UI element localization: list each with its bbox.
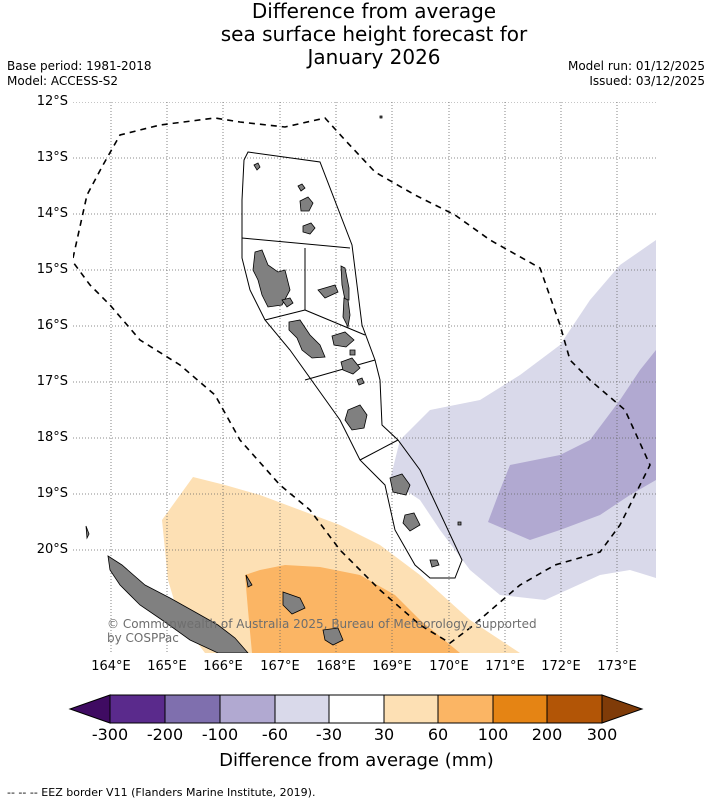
epi: [340, 357, 361, 375]
map-title: Difference from average sea surface heig…: [0, 0, 713, 69]
ambrym: [331, 331, 355, 348]
eez-border: [73, 117, 651, 644]
colorbar-tick: 300: [586, 725, 618, 744]
belep-islands: [85, 525, 90, 540]
colorbar-swatch: [492, 694, 548, 724]
colorbar-arrow-high: [601, 694, 644, 724]
pentecost: [342, 297, 351, 329]
lon-label: 173°E: [597, 659, 637, 674]
new-caledonia: [107, 555, 249, 653]
colorbar-tick: 30: [373, 725, 395, 744]
lon-label: 170°E: [429, 659, 469, 674]
colorbar-tick: 60: [427, 725, 449, 744]
loyalty-lifou: [282, 591, 306, 615]
espiritu-santo: [252, 249, 291, 308]
colorbar-swatch: [437, 694, 494, 724]
maewo: [340, 265, 350, 301]
ouvea: [245, 574, 253, 588]
pos-anomaly-60-100: [245, 565, 460, 653]
tongoa: [356, 377, 365, 386]
paama: [349, 349, 356, 356]
lat-label: 13°S: [36, 150, 68, 165]
title-line-3: January 2026: [307, 45, 441, 69]
lat-label: 20°S: [36, 542, 68, 557]
lon-label: 165°E: [147, 659, 187, 674]
lon-label: 164°E: [91, 659, 131, 674]
aneityum: [429, 559, 440, 568]
title-line-2: sea surface height forecast for: [220, 22, 528, 46]
copyright-notice: © Commonwealth of Australia 2025, Bureau…: [107, 617, 537, 645]
metadata-right: Model run: 01/12/2025 Issued: 03/12/2025: [568, 59, 705, 89]
colorbar-tick: -200: [146, 725, 184, 744]
colorbar-title: Difference from average (mm): [219, 750, 494, 771]
issued-date: Issued: 03/12/2025: [589, 74, 705, 88]
colorbar-swatch: [383, 694, 439, 724]
colorbar-swatch: [546, 694, 603, 724]
lat-label: 19°S: [36, 486, 68, 501]
model-name: Model: ACCESS-S2: [7, 74, 119, 88]
malekula: [288, 319, 326, 359]
colorbar-tick: -300: [91, 725, 129, 744]
colorbar-tick: 200: [531, 725, 563, 744]
graticule: [73, 102, 656, 653]
lon-label: 167°E: [260, 659, 300, 674]
futuna: [457, 521, 462, 526]
lat-label: 16°S: [36, 318, 68, 333]
lat-label: 15°S: [36, 262, 68, 277]
malo: [281, 297, 294, 308]
colorbar-swatch: [274, 694, 330, 724]
erromango: [389, 473, 411, 496]
colorbar-swatch: [164, 694, 221, 724]
colorbar-arrow-low: [68, 694, 111, 724]
efate: [344, 404, 368, 431]
colorbar-tick: -100: [201, 725, 239, 744]
map-canvas: [73, 102, 656, 653]
lon-label: 172°E: [541, 659, 581, 674]
colorbar-swatch: [109, 694, 166, 724]
gaua: [302, 222, 316, 235]
lon-label: 166°E: [203, 659, 243, 674]
copyright-line-1: © Commonwealth of Australia 2025, Bureau…: [107, 617, 537, 631]
copyright-line-2: by COSPPac: [107, 631, 179, 645]
ambae: [317, 284, 339, 299]
lon-label: 168°E: [316, 659, 356, 674]
colorbar: [68, 694, 644, 724]
colorbar-tick: -60: [261, 725, 289, 744]
metadata-left: Base period: 1981-2018 Model: ACCESS-S2: [7, 59, 152, 89]
tanna: [402, 512, 421, 532]
colorbar-tick: 100: [477, 725, 509, 744]
lat-label: 17°S: [36, 374, 68, 389]
torres-islands: [253, 162, 261, 171]
colorbar-swatch: [328, 694, 385, 724]
title-line-1: Difference from average: [251, 0, 497, 23]
lon-label: 169°E: [372, 659, 412, 674]
neg-anomaly-60-100: [488, 350, 656, 540]
land-masses: [85, 115, 462, 653]
colorbar-tick: -30: [315, 725, 343, 744]
eez-legend-note: -- -- -- EEZ border V11 (Flanders Marine…: [7, 786, 316, 799]
vanua-lava: [299, 196, 314, 212]
model-run: Model run: 01/12/2025: [567, 59, 705, 73]
lon-label: 171°E: [485, 659, 525, 674]
lat-label: 12°S: [36, 94, 68, 109]
province-dividers: [241, 237, 399, 461]
colorbar-swatch: [219, 694, 276, 724]
lat-label: 14°S: [36, 206, 68, 221]
base-period: Base period: 1981-2018: [7, 59, 152, 73]
hunter-island: [379, 115, 383, 119]
lat-label: 18°S: [36, 430, 68, 445]
banks-islands: [297, 183, 306, 192]
loyalty-mare: [322, 627, 344, 646]
